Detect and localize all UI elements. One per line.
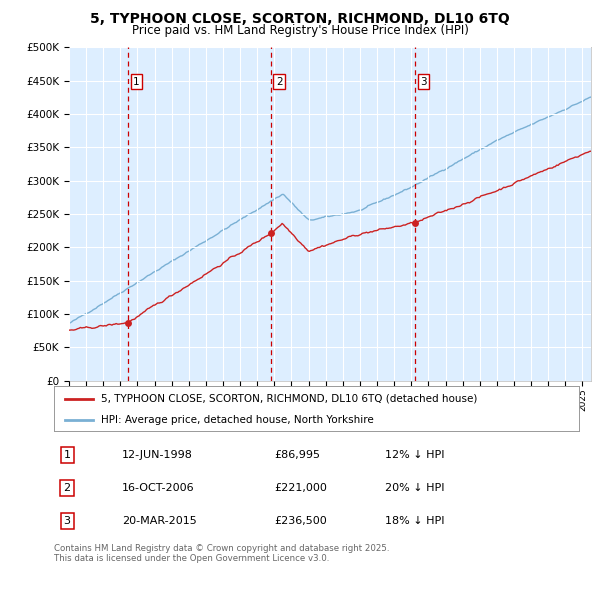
Text: 1: 1 xyxy=(133,77,140,87)
Text: 3: 3 xyxy=(420,77,427,87)
Text: £221,000: £221,000 xyxy=(275,483,328,493)
Text: £86,995: £86,995 xyxy=(275,450,320,460)
Text: 20-MAR-2015: 20-MAR-2015 xyxy=(122,516,197,526)
Text: Contains HM Land Registry data © Crown copyright and database right 2025.
This d: Contains HM Land Registry data © Crown c… xyxy=(54,544,389,563)
Text: 12% ↓ HPI: 12% ↓ HPI xyxy=(385,450,444,460)
Text: 5, TYPHOON CLOSE, SCORTON, RICHMOND, DL10 6TQ: 5, TYPHOON CLOSE, SCORTON, RICHMOND, DL1… xyxy=(90,12,510,26)
Text: 2: 2 xyxy=(276,77,283,87)
Text: 20% ↓ HPI: 20% ↓ HPI xyxy=(385,483,444,493)
Text: 18% ↓ HPI: 18% ↓ HPI xyxy=(385,516,444,526)
Text: 16-OCT-2006: 16-OCT-2006 xyxy=(122,483,195,493)
Text: HPI: Average price, detached house, North Yorkshire: HPI: Average price, detached house, Nort… xyxy=(101,415,374,425)
Text: 3: 3 xyxy=(64,516,71,526)
Text: 12-JUN-1998: 12-JUN-1998 xyxy=(122,450,193,460)
Text: 2: 2 xyxy=(64,483,71,493)
Text: 5, TYPHOON CLOSE, SCORTON, RICHMOND, DL10 6TQ (detached house): 5, TYPHOON CLOSE, SCORTON, RICHMOND, DL1… xyxy=(101,394,478,404)
Text: 1: 1 xyxy=(64,450,71,460)
Text: £236,500: £236,500 xyxy=(275,516,327,526)
Text: Price paid vs. HM Land Registry's House Price Index (HPI): Price paid vs. HM Land Registry's House … xyxy=(131,24,469,37)
